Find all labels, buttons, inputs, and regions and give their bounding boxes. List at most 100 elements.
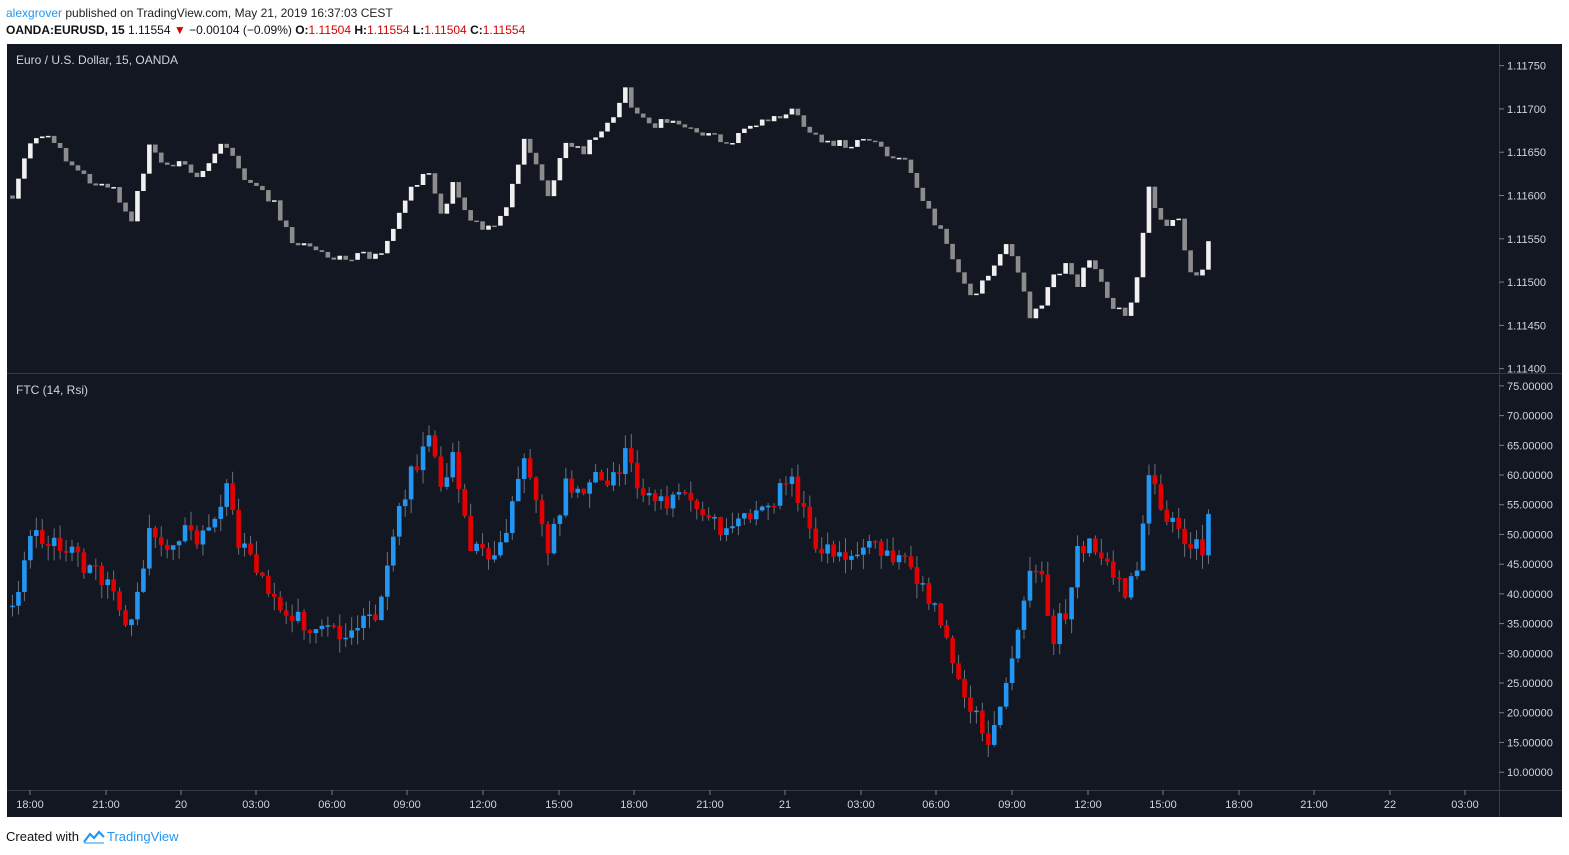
price-candle [789, 108, 795, 115]
indicator-candle [521, 458, 527, 479]
indicator-candle [807, 506, 813, 529]
price-candle [545, 180, 551, 197]
price-candle [849, 146, 854, 149]
tradingview-logo-icon [83, 829, 105, 843]
indicator-candle [260, 572, 265, 576]
indicator-candle [456, 452, 462, 489]
price-candle [391, 228, 396, 241]
price-pane-tick-label: 1.11600 [1507, 191, 1546, 203]
price-candle [807, 126, 813, 133]
indicator-candle [997, 706, 1003, 726]
indicator-candle [1188, 544, 1193, 549]
price-candle [1009, 244, 1015, 257]
price-candle [63, 147, 69, 162]
indicator-candle [837, 552, 842, 557]
price-candle [593, 137, 598, 140]
indicator-candle [629, 448, 634, 463]
price-candle [1206, 241, 1211, 270]
indicator-candle [111, 579, 116, 592]
indicator-candle [593, 471, 598, 483]
time-axis-label: 06:00 [922, 799, 950, 811]
price-candle [129, 211, 134, 222]
price-candle [902, 157, 908, 160]
indicator-candle [1015, 629, 1021, 659]
price-candle [920, 187, 926, 201]
price-candle [932, 208, 938, 226]
indicator-candle [492, 555, 497, 560]
indicator-candle [908, 556, 914, 568]
indicator-pane-title: FTC (14, Rsi) [16, 383, 88, 397]
indicator-candle [1164, 509, 1170, 523]
indicator-candle [581, 488, 586, 494]
indicator-candle [968, 697, 973, 712]
price-candle [1075, 274, 1080, 287]
price-candle [944, 228, 949, 244]
price-candle [1045, 287, 1051, 306]
indicator-candle [277, 596, 283, 611]
indicator-candle [950, 637, 955, 664]
indicator-candle [147, 528, 152, 569]
price-candle [188, 164, 194, 173]
indicator-candle [652, 493, 658, 501]
price-candle [926, 200, 932, 209]
price-candle [867, 138, 872, 141]
down-arrow-icon: ▼ [173, 23, 186, 37]
indicator-candle [759, 506, 765, 511]
price-candle [724, 142, 729, 144]
time-axis-label: 09:00 [998, 799, 1026, 811]
indicator-candle [379, 596, 384, 621]
price-change: −0.00104 (−0.09%) [189, 23, 292, 37]
price-candle [510, 183, 515, 208]
indicator-candle [867, 541, 872, 548]
indicator-candle [468, 515, 473, 552]
price-candle [670, 120, 676, 123]
price-candle [694, 128, 700, 133]
price-candle [599, 131, 604, 138]
price-candle [783, 114, 789, 119]
price-candle [248, 179, 253, 183]
price-candle [831, 140, 836, 146]
indicator-candle [212, 518, 218, 528]
indicator-candle [39, 530, 45, 544]
indicator-candle [753, 510, 759, 520]
indicator-pane-tick-label: 20.00000 [1507, 708, 1553, 720]
indicator-candle [974, 710, 979, 713]
price-candle [230, 147, 235, 156]
price-candle [1057, 273, 1062, 276]
plot-background [7, 44, 1499, 790]
indicator-candle [557, 515, 563, 524]
indicator-candle [718, 516, 723, 535]
price-candle [515, 164, 521, 184]
indicator-pane-tick-label: 45.00000 [1507, 559, 1553, 571]
indicator-candle [248, 543, 253, 555]
indicator-candle [878, 541, 884, 556]
indicator-candle [1128, 576, 1134, 598]
indicator-candle [28, 536, 33, 561]
price-candle [319, 250, 325, 252]
price-candle [605, 122, 610, 132]
indicator-candle [206, 527, 212, 531]
indicator-candle [533, 477, 539, 501]
last-price: 1.11554 [128, 23, 171, 37]
indicator-candle [355, 628, 360, 631]
price-candle [57, 142, 63, 148]
indicator-candle [182, 525, 188, 542]
tradingview-brand-link[interactable]: TradingView [83, 829, 179, 844]
indicator-candle [575, 488, 581, 493]
price-candle [1087, 260, 1092, 268]
indicator-candle [1134, 570, 1140, 577]
indicator-candle [1075, 545, 1080, 588]
publish-line: alexgrover published on TradingView.com,… [6, 6, 393, 20]
author-link[interactable]: alexgrover [6, 6, 63, 20]
time-axis-label: 21:00 [1300, 799, 1328, 811]
price-candle [956, 259, 961, 273]
indicator-pane-tick-label: 60.00000 [1507, 470, 1553, 482]
price-candle [1182, 218, 1187, 251]
price-candle [950, 243, 955, 260]
price-candle [676, 120, 682, 125]
price-candle [486, 225, 491, 230]
indicator-candle [420, 446, 426, 471]
price-candle [771, 116, 777, 122]
indicator-candle [825, 544, 830, 554]
